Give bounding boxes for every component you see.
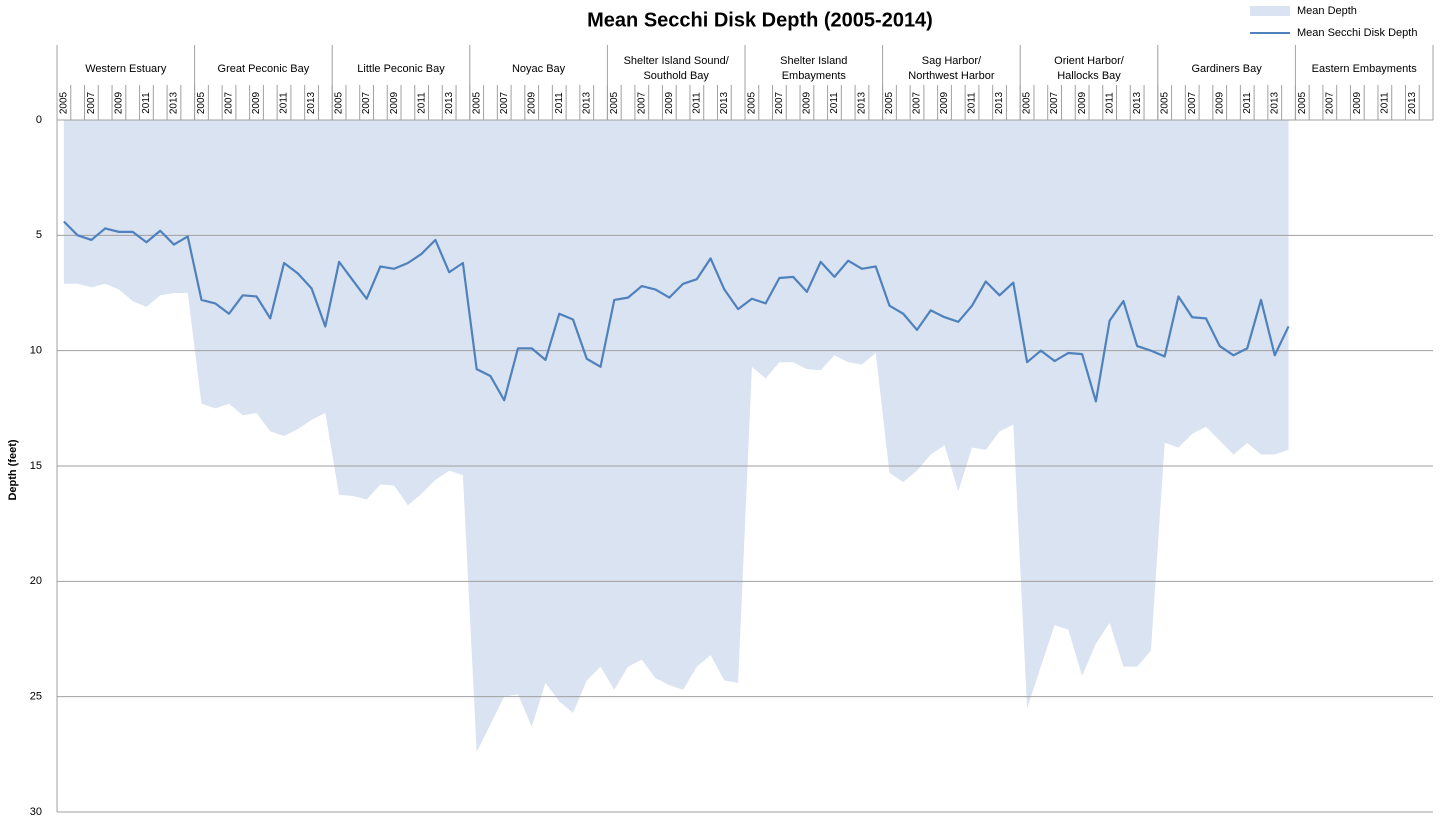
x-tick-label: 2005 (884, 91, 895, 114)
x-tick-label: 2013 (169, 91, 180, 114)
y-tick-label: 5 (36, 229, 42, 241)
group-label: Embayments (782, 70, 847, 82)
x-tick-label: 2007 (224, 91, 235, 114)
x-tick-label: 2011 (1242, 92, 1253, 114)
x-tick-label: 2011 (967, 92, 978, 114)
x-tick-label: 2009 (251, 91, 262, 114)
x-tick-label: 2007 (361, 91, 372, 114)
area-layer (63, 120, 1289, 753)
x-tick-label: 2013 (444, 91, 455, 114)
x-tick-label: 2005 (334, 91, 345, 114)
legend-label: Mean Depth (1297, 5, 1357, 17)
group-label: Noyac Bay (512, 63, 566, 75)
x-tick-label: 2009 (939, 91, 950, 114)
x-tick-label: 2009 (1077, 91, 1088, 114)
x-tick-label: 2007 (912, 91, 923, 114)
x-tick-label: 2013 (994, 91, 1005, 114)
x-tick-label: 2007 (86, 91, 97, 114)
group-label: Gardiners Bay (1191, 63, 1262, 75)
x-tick-label: 2011 (141, 92, 152, 114)
x-tick-label: 2007 (1187, 91, 1198, 114)
y-axis-label: Depth (feet) (7, 439, 19, 500)
x-tick-label: 2011 (279, 92, 290, 114)
x-tick-label: 2005 (471, 91, 482, 114)
x-tick-label: 2013 (1269, 91, 1280, 114)
x-tick-label: 2011 (554, 92, 565, 114)
x-tick-label: 2013 (1132, 91, 1143, 114)
line (63, 220, 1290, 403)
x-tick-label: 2009 (664, 91, 675, 114)
group-label: Great Peconic Bay (218, 63, 310, 75)
x-tick-label: 2007 (499, 91, 510, 114)
x-tick-label: 2009 (802, 91, 813, 114)
group-label: Hallocks Bay (1057, 70, 1121, 82)
line-layer (63, 220, 1290, 403)
legend-swatch (1250, 6, 1290, 16)
y-tick-label: 0 (36, 114, 42, 126)
legend-label: Mean Secchi Disk Depth (1297, 27, 1417, 39)
x-tick-label: 2009 (1352, 91, 1363, 114)
x-tick-label: 2005 (59, 91, 70, 114)
group-label: Northwest Harbor (908, 70, 995, 82)
group-label: Little Peconic Bay (357, 63, 445, 75)
group-label: Southold Bay (643, 70, 709, 82)
group-label: Eastern Embayments (1312, 63, 1418, 75)
x-tick-label: 2005 (196, 91, 207, 114)
y-tick-label: 15 (30, 460, 42, 472)
y-tick-label: 25 (30, 691, 42, 703)
x-tick-label: 2005 (1297, 91, 1308, 114)
y-tick-label: 10 (30, 345, 42, 357)
chart-title: Mean Secchi Disk Depth (2005-2014) (587, 9, 933, 31)
grid-layer (56, 45, 1433, 813)
group-label: Sag Harbor/ (922, 55, 982, 67)
x-tick-label: 2011 (1104, 92, 1115, 114)
x-tick-label: 2007 (636, 91, 647, 114)
x-tick-label: 2005 (1159, 91, 1170, 114)
x-tick-label: 2013 (306, 91, 317, 114)
area (63, 120, 1289, 753)
x-tick-label: 2009 (526, 91, 537, 114)
x-tick-label: 2013 (857, 91, 868, 114)
y-tick-label: 20 (30, 575, 42, 587)
group-label: Orient Harbor/ (1054, 55, 1125, 67)
y-tick-label: 30 (30, 806, 42, 816)
x-tick-label: 2005 (1022, 91, 1033, 114)
x-tick-label: 2013 (1407, 91, 1418, 114)
x-tick-label: 2005 (747, 91, 758, 114)
x-tick-label: 2007 (1324, 91, 1335, 114)
x-tick-label: 2009 (1214, 91, 1225, 114)
x-tick-label: 2009 (389, 91, 400, 114)
x-tick-label: 2011 (1379, 92, 1390, 114)
group-label: Western Estuary (85, 63, 167, 75)
x-tick-label: 2013 (719, 91, 730, 114)
group-label: Shelter Island Sound/ (624, 55, 730, 67)
x-tick-label: 2007 (1049, 91, 1060, 114)
group-label: Shelter Island (780, 55, 847, 67)
x-tick-label: 2011 (829, 92, 840, 114)
x-tick-label: 2005 (609, 91, 620, 114)
x-tick-label: 2009 (114, 91, 125, 114)
x-tick-label: 2011 (691, 92, 702, 114)
x-tick-label: 2007 (774, 91, 785, 114)
x-tick-label: 2011 (416, 92, 427, 114)
x-tick-label: 2013 (581, 91, 592, 114)
